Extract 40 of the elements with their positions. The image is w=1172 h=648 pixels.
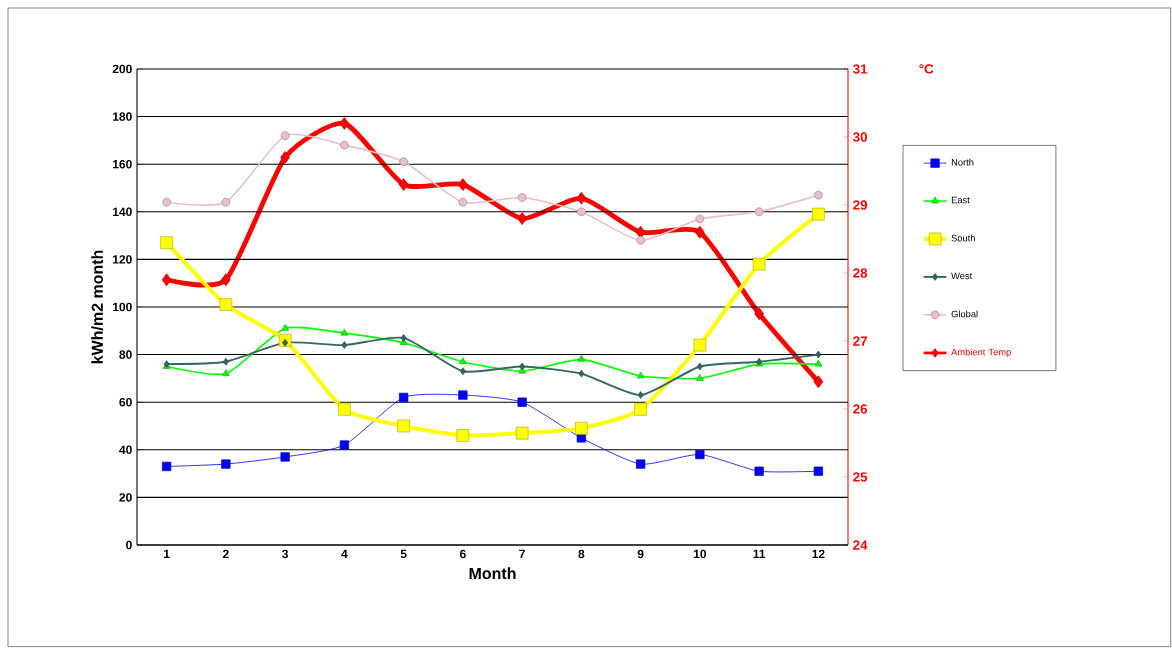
y-tick-label: 60 [119, 397, 132, 407]
y-tick-label: 140 [113, 207, 132, 217]
x-tick-label: 6 [459, 549, 466, 559]
y-axis-title: kWh/m2 month [91, 250, 104, 364]
y-tick-label: 40 [119, 445, 132, 455]
y2-tick-label: 24 [853, 540, 868, 550]
y-tick-label: 20 [119, 493, 132, 502]
x-tick-label: 3 [282, 549, 289, 559]
legend-label: Ambient Temp [951, 348, 1011, 358]
x-tick-label: 2 [222, 549, 229, 559]
x-tick-label: 4 [341, 549, 348, 558]
y-tick-label: 200 [112, 64, 132, 74]
x-tick-label: 1 [164, 549, 170, 558]
x-axis-title: Month [469, 567, 516, 580]
y-tick-label: 180 [113, 112, 132, 121]
y-tick-label: 0 [126, 540, 132, 550]
y2-tick-label: 29 [853, 200, 868, 210]
y2-tick-label: 27 [853, 336, 867, 346]
y2-tick-label: 26 [853, 404, 868, 414]
x-tick-label: 5 [400, 549, 407, 559]
x-tick-label: 9 [637, 549, 644, 559]
y2-tick-label: 30 [853, 132, 868, 142]
x-tick-label: 10 [693, 549, 707, 559]
legend-label: East [951, 196, 970, 204]
x-tick-label: 8 [578, 549, 585, 559]
legend-label: West [951, 272, 973, 280]
y-tick-label: 120 [113, 255, 132, 264]
y2-tick-label: 31 [853, 64, 868, 74]
y-tick-label: 100 [113, 302, 132, 312]
legend-label: South [951, 234, 975, 242]
y2-axis-title: °C [919, 64, 934, 74]
y2-tick-label: 25 [853, 472, 868, 482]
y-tick-label: 80 [119, 350, 132, 359]
y-tick-label: 160 [113, 159, 132, 169]
x-tick-label: 12 [812, 549, 825, 559]
legend-label: North [951, 158, 974, 166]
x-tick-label: 11 [753, 549, 766, 558]
y2-tick-label: 28 [853, 268, 868, 278]
legend-label: Global [951, 310, 978, 318]
x-tick-label: 7 [519, 549, 525, 558]
